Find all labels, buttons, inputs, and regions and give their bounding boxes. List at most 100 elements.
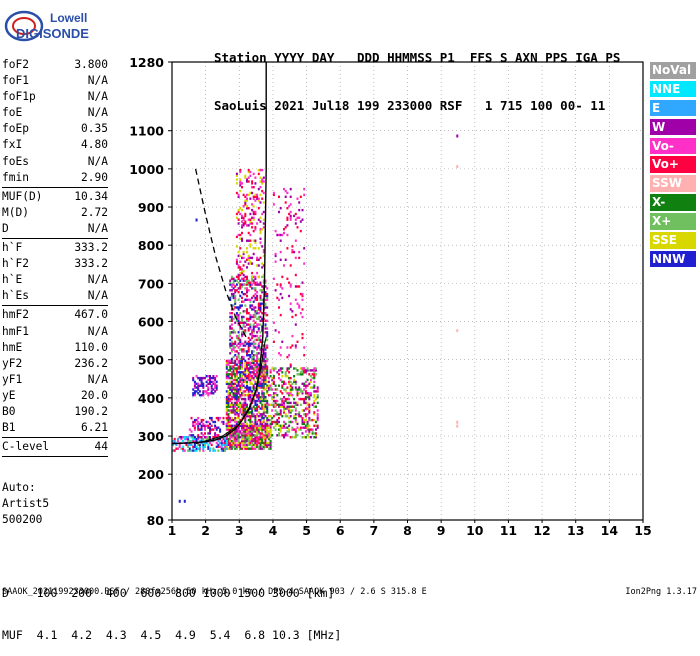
echo-point bbox=[239, 260, 242, 263]
echo-point bbox=[237, 315, 240, 319]
echo-point bbox=[251, 352, 254, 355]
echo-point bbox=[256, 348, 259, 351]
echo-point bbox=[234, 409, 237, 412]
echo-point bbox=[246, 352, 248, 355]
echo-point bbox=[306, 392, 309, 395]
echo-point bbox=[259, 228, 262, 231]
echo-point bbox=[264, 325, 267, 328]
echo-point bbox=[230, 445, 233, 448]
echo-point bbox=[202, 443, 205, 447]
echo-point bbox=[262, 397, 265, 401]
echo-point bbox=[301, 422, 304, 426]
echo-point bbox=[229, 361, 232, 364]
echo-point bbox=[246, 443, 248, 447]
echo-point bbox=[315, 428, 317, 431]
echo-point bbox=[291, 394, 294, 397]
echo-point bbox=[296, 413, 299, 416]
echo-point bbox=[256, 296, 259, 300]
echo-point bbox=[262, 279, 265, 282]
echo-point bbox=[173, 437, 176, 441]
echo-point bbox=[294, 409, 297, 412]
echo-point bbox=[288, 407, 291, 410]
echo-point bbox=[239, 283, 242, 286]
param-row-muf-d-: MUF(D) 10.34 bbox=[2, 189, 108, 205]
echo-point bbox=[251, 329, 254, 332]
echo-point bbox=[247, 336, 250, 340]
echo-point bbox=[251, 287, 254, 290]
echo-point bbox=[198, 447, 201, 450]
echo-point bbox=[239, 170, 242, 174]
echo-point bbox=[276, 413, 279, 416]
echo-point bbox=[237, 424, 240, 427]
echo-point bbox=[264, 369, 267, 372]
echo-point bbox=[269, 445, 272, 448]
echo-point bbox=[244, 399, 247, 403]
echo-point bbox=[197, 420, 200, 424]
echo-point bbox=[247, 378, 250, 382]
echo-point bbox=[264, 331, 267, 334]
echo-point bbox=[313, 384, 316, 387]
echo-point bbox=[257, 428, 260, 431]
echo-point bbox=[198, 449, 201, 452]
echo-point bbox=[200, 441, 203, 445]
echo-point bbox=[301, 426, 304, 429]
digisonde-logo: Lowell DIGISONDE bbox=[4, 10, 89, 42]
echo-point bbox=[244, 373, 247, 376]
echo-point bbox=[304, 386, 307, 389]
echo-point bbox=[252, 359, 255, 363]
echo-point bbox=[259, 340, 262, 343]
param-row-yf1: yF1 N/A bbox=[2, 372, 108, 388]
echo-point bbox=[304, 418, 307, 422]
echo-point bbox=[237, 317, 240, 321]
echo-point bbox=[183, 499, 186, 503]
echo-point bbox=[252, 422, 255, 426]
echo-point bbox=[242, 384, 245, 387]
echo-point bbox=[306, 396, 309, 399]
echo-point bbox=[252, 350, 255, 353]
echo-point bbox=[244, 292, 247, 296]
echo-point bbox=[244, 390, 247, 393]
echo-point bbox=[232, 384, 235, 387]
echo-point bbox=[220, 445, 223, 448]
echo-point bbox=[247, 443, 250, 447]
echo-point bbox=[266, 373, 269, 376]
echo-point bbox=[254, 434, 257, 437]
echo-point bbox=[259, 294, 262, 298]
echo-point bbox=[304, 369, 307, 372]
echo-point bbox=[247, 231, 250, 235]
echo-point bbox=[313, 394, 316, 397]
header-line1: Station YYYY DAY DDD HHMMSS P1 FFS S AXN… bbox=[214, 50, 621, 65]
echo-point bbox=[256, 294, 259, 298]
echo-point bbox=[244, 342, 247, 345]
echo-point bbox=[235, 403, 238, 406]
echo-point bbox=[304, 436, 307, 439]
echo-point bbox=[249, 390, 252, 393]
echo-point bbox=[237, 334, 240, 338]
echo-point bbox=[303, 346, 306, 349]
y-tick-label: 200 bbox=[138, 467, 164, 482]
echo-point bbox=[249, 382, 252, 385]
echo-point bbox=[237, 346, 240, 349]
echo-point bbox=[244, 367, 247, 370]
echo-point bbox=[257, 264, 260, 267]
echo-point bbox=[306, 401, 309, 405]
echo-point bbox=[299, 312, 302, 315]
echo-point bbox=[256, 346, 259, 349]
echo-point bbox=[234, 378, 237, 382]
param-row-foes: foEs N/A bbox=[2, 154, 108, 170]
echo-point bbox=[281, 415, 284, 418]
echo-point bbox=[256, 283, 259, 286]
echo-point bbox=[289, 390, 292, 393]
echo-point bbox=[195, 445, 198, 448]
echo-point bbox=[254, 386, 257, 389]
echo-point bbox=[202, 386, 205, 389]
echo-point bbox=[241, 327, 243, 330]
echo-point bbox=[284, 422, 287, 426]
echo-point bbox=[257, 308, 260, 311]
echo-point bbox=[251, 394, 254, 397]
echo-point bbox=[262, 354, 265, 357]
echo-point bbox=[259, 422, 262, 426]
param-name: yF1 bbox=[2, 372, 23, 386]
echo-point bbox=[249, 281, 252, 284]
echo-point bbox=[264, 367, 267, 370]
